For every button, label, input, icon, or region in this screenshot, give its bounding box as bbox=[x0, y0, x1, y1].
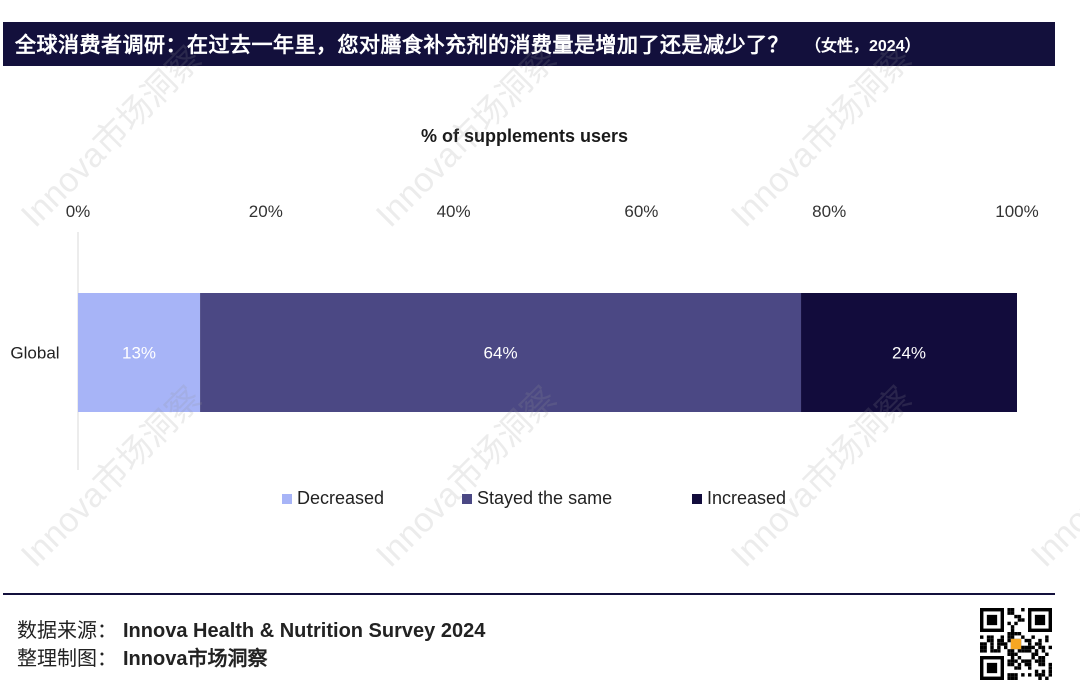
qr-code-icon bbox=[980, 608, 1052, 680]
x-tick-label: 20% bbox=[249, 202, 283, 221]
legend-label: Stayed the same bbox=[477, 488, 613, 508]
x-tick-label: 60% bbox=[624, 202, 658, 221]
source-value: Innova Health & Nutrition Survey 2024 bbox=[123, 620, 486, 642]
bar-segment-increased bbox=[801, 293, 1017, 412]
category-label: Global bbox=[10, 344, 59, 363]
data-label: 13% bbox=[122, 344, 156, 363]
bar-segment-decreased bbox=[78, 293, 201, 412]
legend-item: Stayed the same bbox=[462, 488, 612, 509]
maker-value: Innova市场洞察 bbox=[123, 648, 268, 670]
footer-divider bbox=[3, 593, 1055, 595]
legend-item: Decreased bbox=[282, 488, 384, 509]
x-tick-label: 80% bbox=[812, 202, 846, 221]
legend-item: Increased bbox=[692, 488, 786, 509]
legend-label: Decreased bbox=[297, 488, 385, 508]
legend-swatch bbox=[282, 493, 292, 504]
source-line: 数据来源： Innova Health & Nutrition Survey 20… bbox=[17, 614, 485, 643]
maker-label: 整理制图： bbox=[17, 648, 117, 670]
data-label: 64% bbox=[484, 344, 518, 363]
legend-swatch bbox=[692, 493, 702, 504]
maker-line: 整理制图： Innova市场洞察 bbox=[17, 642, 267, 671]
x-tick-label: 0% bbox=[66, 202, 91, 221]
x-tick-label: 40% bbox=[437, 202, 471, 221]
x-tick-label: 100% bbox=[995, 202, 1038, 221]
chart-title: % of supplements users bbox=[421, 126, 628, 146]
data-label: 24% bbox=[892, 344, 926, 363]
page-subtitle: （女性，2024） bbox=[805, 38, 921, 55]
title-bar: 全球消费者调研：在过去一年里，您对膳食补充剂的消费量是增加了还是减少了？ （女性… bbox=[3, 22, 1055, 66]
legend-label: Increased bbox=[707, 488, 787, 508]
page-title: 全球消费者调研：在过去一年里，您对膳食补充剂的消费量是增加了还是减少了？ bbox=[15, 34, 789, 57]
chart-legend: Decreased Stayed the same Increased bbox=[0, 488, 1080, 510]
bar-segment-stayed-the-same bbox=[200, 293, 802, 412]
legend-swatch bbox=[462, 493, 472, 504]
source-label: 数据来源： bbox=[17, 620, 117, 642]
